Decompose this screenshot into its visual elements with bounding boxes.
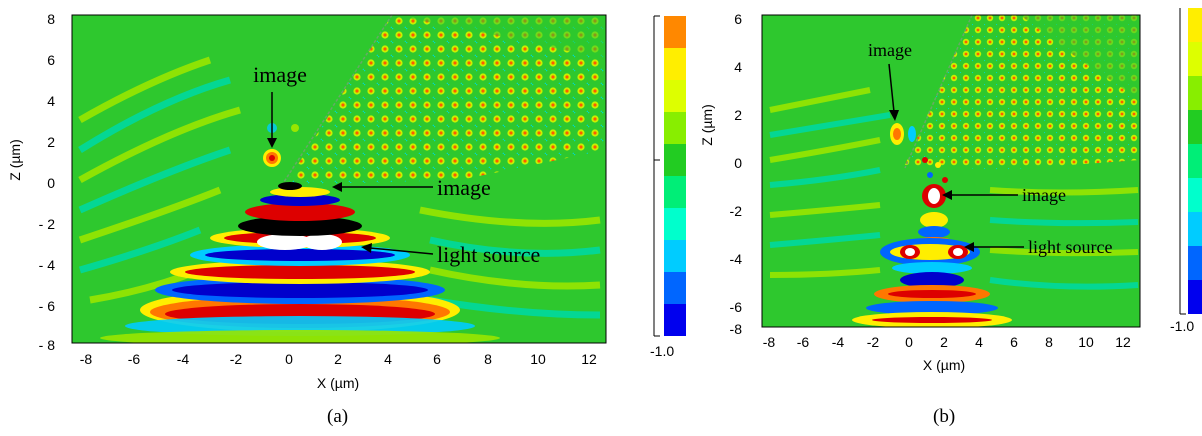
x-tick: 12 — [1115, 334, 1131, 350]
y-tick: 2 — [47, 134, 55, 150]
y-tick: 0 — [734, 155, 742, 171]
field-map-b — [769, 15, 1140, 327]
annotations-a: image image light source — [253, 62, 540, 267]
x-tick: 4 — [975, 334, 983, 350]
x-tick: 2 — [940, 334, 948, 350]
y-tick: -6 — [730, 299, 743, 315]
y-tick: -8 — [730, 321, 743, 337]
x-tick: 8 — [484, 351, 492, 367]
annotation-light-source: light source — [437, 242, 540, 267]
colorbar-min-label: -1.0 — [650, 343, 674, 359]
y-tick: 2 — [734, 107, 742, 123]
field-map-a — [78, 15, 606, 343]
x-tick: 6 — [1010, 334, 1018, 350]
x-axis-label: X (µm) — [923, 357, 965, 373]
x-tick: 6 — [433, 351, 441, 367]
annotation-light-source: light source — [1028, 237, 1112, 257]
y-axis-b: 6 4 2 0 -2 -4 -6 -8 Z (µm) — [699, 11, 742, 337]
x-tick: 8 — [1045, 334, 1053, 350]
y-tick: 6 — [47, 52, 55, 68]
caption-b: (b) — [933, 406, 956, 427]
x-tick: 2 — [334, 351, 342, 367]
y-axis-a: 8 6 4 2 0 - 2 - 4 - 6 - 8 Z (µm) — [7, 11, 55, 353]
annotations-b: image image light source — [868, 40, 1112, 257]
y-tick: 6 — [734, 11, 742, 27]
annotation-image-top: image — [253, 62, 307, 87]
x-tick: -4 — [832, 334, 845, 350]
y-tick: 0 — [47, 175, 55, 191]
y-tick: 8 — [47, 11, 55, 27]
x-tick: -6 — [128, 351, 141, 367]
caption-a: (a) — [327, 406, 349, 427]
panel-b: -8 -6 -4 -2 0 2 4 6 8 10 12 X (µm) 6 4 2… — [699, 8, 1202, 373]
x-tick: 10 — [1078, 334, 1094, 350]
x-tick: 10 — [530, 351, 546, 367]
colorbar-a: -1.0 — [650, 15, 686, 359]
x-tick: -4 — [177, 351, 190, 367]
x-tick: -6 — [797, 334, 810, 350]
x-tick: 12 — [581, 351, 597, 367]
x-tick: -2 — [230, 351, 243, 367]
y-tick: 4 — [734, 59, 742, 75]
x-tick: -8 — [763, 334, 776, 350]
x-tick: 4 — [384, 351, 392, 367]
y-tick: - 2 — [39, 216, 56, 232]
x-axis-label: X (µm) — [317, 375, 359, 391]
annotation-image-top: image — [868, 40, 912, 60]
y-tick: - 8 — [39, 337, 56, 353]
x-axis-b: -8 -6 -4 -2 0 2 4 6 8 10 12 X (µm) — [763, 334, 1131, 373]
y-tick: -4 — [730, 251, 743, 267]
x-tick: -2 — [867, 334, 880, 350]
x-axis-a: -8 -6 -4 -2 0 2 4 6 8 10 12 X (µm) — [80, 351, 597, 391]
x-tick: -8 — [80, 351, 93, 367]
y-tick: -2 — [730, 203, 743, 219]
y-tick: - 6 — [39, 298, 56, 314]
y-axis-label: Z (µm) — [699, 104, 715, 146]
x-tick: 0 — [285, 351, 293, 367]
annotation-image-mid: image — [437, 175, 491, 200]
y-axis-label: Z (µm) — [7, 139, 23, 181]
colorbar-b: -1.0 — [1170, 8, 1202, 334]
x-tick: 0 — [905, 334, 913, 350]
y-tick: - 4 — [39, 257, 56, 273]
annotation-image-mid: image — [1022, 185, 1066, 205]
panel-a: -8 -6 -4 -2 0 2 4 6 8 10 12 X (µm) 8 6 4… — [7, 11, 686, 391]
y-tick: 4 — [47, 93, 55, 109]
colorbar-min-label: -1.0 — [1170, 318, 1194, 334]
